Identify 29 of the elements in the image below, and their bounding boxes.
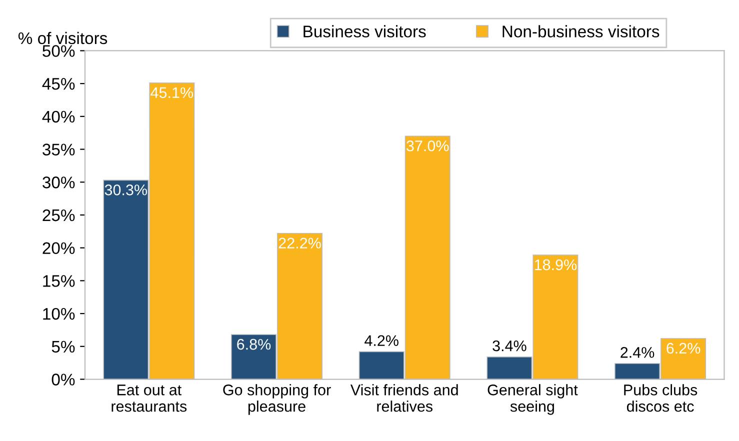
data-label: 2.4% [620, 347, 654, 358]
data-label: 18.9% [534, 259, 577, 270]
y-tick-label: 10% [43, 308, 75, 320]
data-label: 6.2% [666, 342, 700, 354]
data-label: 4.2% [364, 335, 398, 346]
y-tick-label: 15% [43, 275, 75, 287]
x-tick-label: Pubs clubs discos etc [624, 384, 698, 412]
x-tick-label: Go shopping for pleasure [223, 384, 331, 415]
y-tick-label: 25% [42, 209, 75, 222]
data-label: 22.2% [278, 238, 321, 248]
y-tick-label: 5% [52, 340, 75, 353]
data-label: 30.3% [104, 184, 148, 196]
x-tick-label: Visit friends and relatives [350, 384, 458, 412]
data-label: 3.4% [492, 340, 526, 352]
y-axis-title: % of visitors [18, 32, 108, 44]
y-tick-label: 20% [42, 242, 75, 254]
y-tick-label: 35% [42, 144, 75, 156]
legend-label: Business visitors [304, 25, 426, 38]
data-label: 45.1% [150, 87, 194, 98]
x-tick-label: General sight seeing [488, 384, 578, 415]
y-tick-label: 0% [52, 374, 75, 386]
y-tick-label: 45% [42, 78, 75, 90]
y-tick-label: 30% [42, 176, 75, 188]
data-label: 6.8% [237, 338, 271, 350]
y-tick-label: 50% [42, 45, 75, 57]
legend-label: Non-business visitors [502, 25, 660, 38]
y-tick-label: 40% [42, 110, 75, 123]
data-label: 37.0% [406, 140, 449, 152]
x-tick-label: Eat out at restaurants [112, 384, 187, 412]
